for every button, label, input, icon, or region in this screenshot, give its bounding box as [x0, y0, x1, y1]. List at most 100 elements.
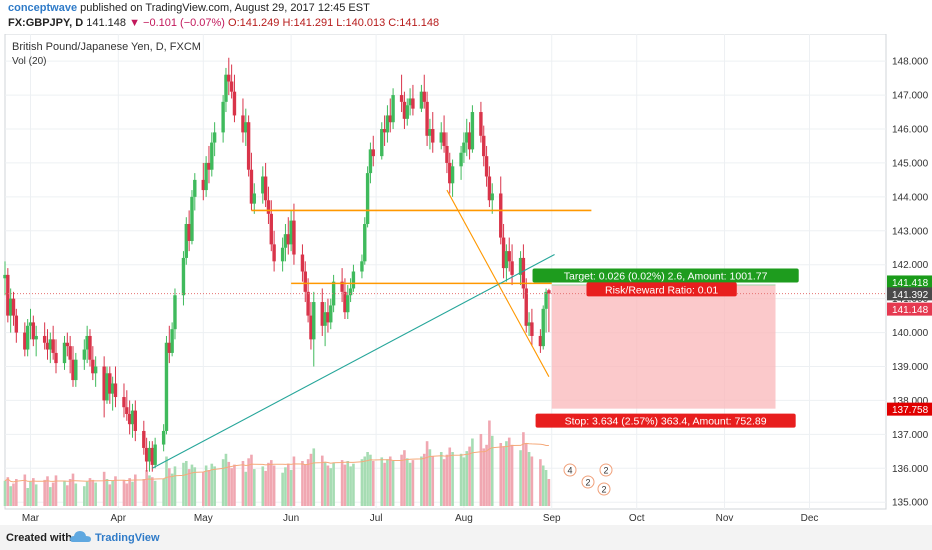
- candle-body: [6, 274, 10, 316]
- volume-bar: [68, 479, 72, 506]
- volume-bar: [527, 452, 531, 506]
- event-marker-count: 2: [585, 478, 590, 488]
- volume-bar: [383, 462, 386, 506]
- volume-bar: [170, 473, 174, 506]
- volume-bar: [371, 461, 375, 506]
- volume-bar: [539, 459, 542, 506]
- price-badge-text: 141.392: [892, 290, 929, 301]
- volume-bar: [173, 466, 177, 506]
- volume-bar: [193, 467, 197, 506]
- candle-body: [428, 129, 432, 136]
- candle-body: [343, 291, 347, 313]
- candle-body: [125, 407, 129, 414]
- candle-body: [110, 383, 115, 394]
- candle-body: [501, 237, 506, 269]
- candle-body: [65, 342, 70, 347]
- candle-body: [34, 335, 38, 340]
- target-label-text: Target: 0.026 (0.02%) 2.6, Amount: 1001.…: [564, 270, 768, 282]
- candle-body: [193, 179, 197, 197]
- candle-body: [212, 132, 217, 143]
- candle-body: [23, 332, 27, 350]
- risk-reward-label-bg: [586, 282, 737, 297]
- candle-body: [246, 122, 251, 170]
- candle-body: [340, 281, 344, 292]
- volume-bar: [252, 469, 256, 506]
- candle-body: [363, 224, 367, 262]
- candle-body: [261, 176, 265, 194]
- candle-body: [130, 410, 135, 425]
- volume-bar: [391, 461, 395, 506]
- candle-body: [382, 129, 387, 133]
- volume-bar: [233, 464, 236, 506]
- candle-body: [391, 95, 395, 123]
- candle-body: [74, 359, 78, 381]
- volume-bar: [482, 448, 486, 506]
- volume-bar: [320, 455, 324, 506]
- volume-bar: [541, 465, 545, 506]
- candle-body: [263, 176, 268, 201]
- high-value: H:141.291: [282, 17, 334, 29]
- volume-bar: [247, 458, 250, 506]
- candle-body: [153, 444, 157, 465]
- volume-bar: [439, 452, 443, 506]
- candle-body: [499, 193, 503, 238]
- tradingview-brand[interactable]: TradingView: [95, 532, 160, 544]
- volume-bar: [125, 483, 129, 506]
- candle-body: [221, 101, 225, 133]
- candle-body: [348, 288, 353, 296]
- candle-body: [244, 122, 248, 133]
- volume-bar: [88, 478, 92, 506]
- volume-bar: [349, 466, 352, 506]
- candle-body: [411, 98, 415, 109]
- volume-bar: [306, 459, 310, 506]
- candle-body: [51, 339, 55, 353]
- volume-bar: [309, 453, 313, 506]
- volume-bar: [479, 434, 483, 506]
- x-tick-label: Jul: [370, 513, 383, 524]
- volume-bar: [23, 474, 27, 506]
- candle-body: [365, 173, 370, 224]
- candle-body: [442, 132, 446, 146]
- volume-bar: [459, 453, 463, 506]
- volume-ma-line: [4, 442, 549, 483]
- volume-bar: [261, 466, 265, 506]
- candle-body: [530, 322, 534, 336]
- candle-body: [54, 352, 58, 364]
- candle-body: [252, 193, 256, 204]
- trend-line: [446, 189, 550, 377]
- publish-line: conceptwave published on TradingView.com…: [8, 2, 370, 14]
- author-link[interactable]: conceptwave: [8, 2, 78, 14]
- volume-bar: [66, 485, 69, 506]
- volume-bar: [544, 470, 548, 506]
- candle-body: [71, 359, 75, 381]
- candle-body: [249, 169, 254, 204]
- volume-bar: [425, 441, 429, 506]
- volume-bar: [34, 484, 38, 506]
- volume-bar: [284, 467, 287, 506]
- y-tick-label: 137.000: [892, 430, 929, 441]
- volume-bar: [182, 462, 185, 506]
- y-tick-label: 147.000: [892, 91, 929, 102]
- candle-body: [419, 91, 424, 109]
- candle-body: [147, 447, 152, 462]
- low-value: L:140.013: [336, 17, 386, 29]
- symbol-line: FX:GBPJPY, D 141.148 ▼ −0.101 (−0.07%) O…: [8, 17, 439, 29]
- price-badge-text: 141.418: [892, 278, 929, 289]
- candle-body: [487, 176, 492, 201]
- volume-bar: [326, 465, 330, 506]
- volume-bar: [221, 459, 225, 506]
- price-chart[interactable]: Mar Apr May Jun Jul Aug Sep Oct Nov Dec 135.000 136…: [0, 34, 932, 524]
- candle-body: [385, 115, 390, 133]
- candle-body: [467, 132, 472, 150]
- volume-bar: [346, 461, 350, 506]
- candle-body: [28, 322, 33, 326]
- volume-bar: [510, 444, 514, 506]
- volume-bar: [165, 456, 168, 506]
- price-badge: [887, 402, 932, 416]
- x-tick-label: Sep: [543, 513, 561, 524]
- candle-body: [329, 305, 333, 323]
- price-badge: [887, 302, 932, 316]
- candle-body: [425, 101, 429, 136]
- volume-bar: [71, 473, 75, 506]
- candle-body: [351, 271, 356, 289]
